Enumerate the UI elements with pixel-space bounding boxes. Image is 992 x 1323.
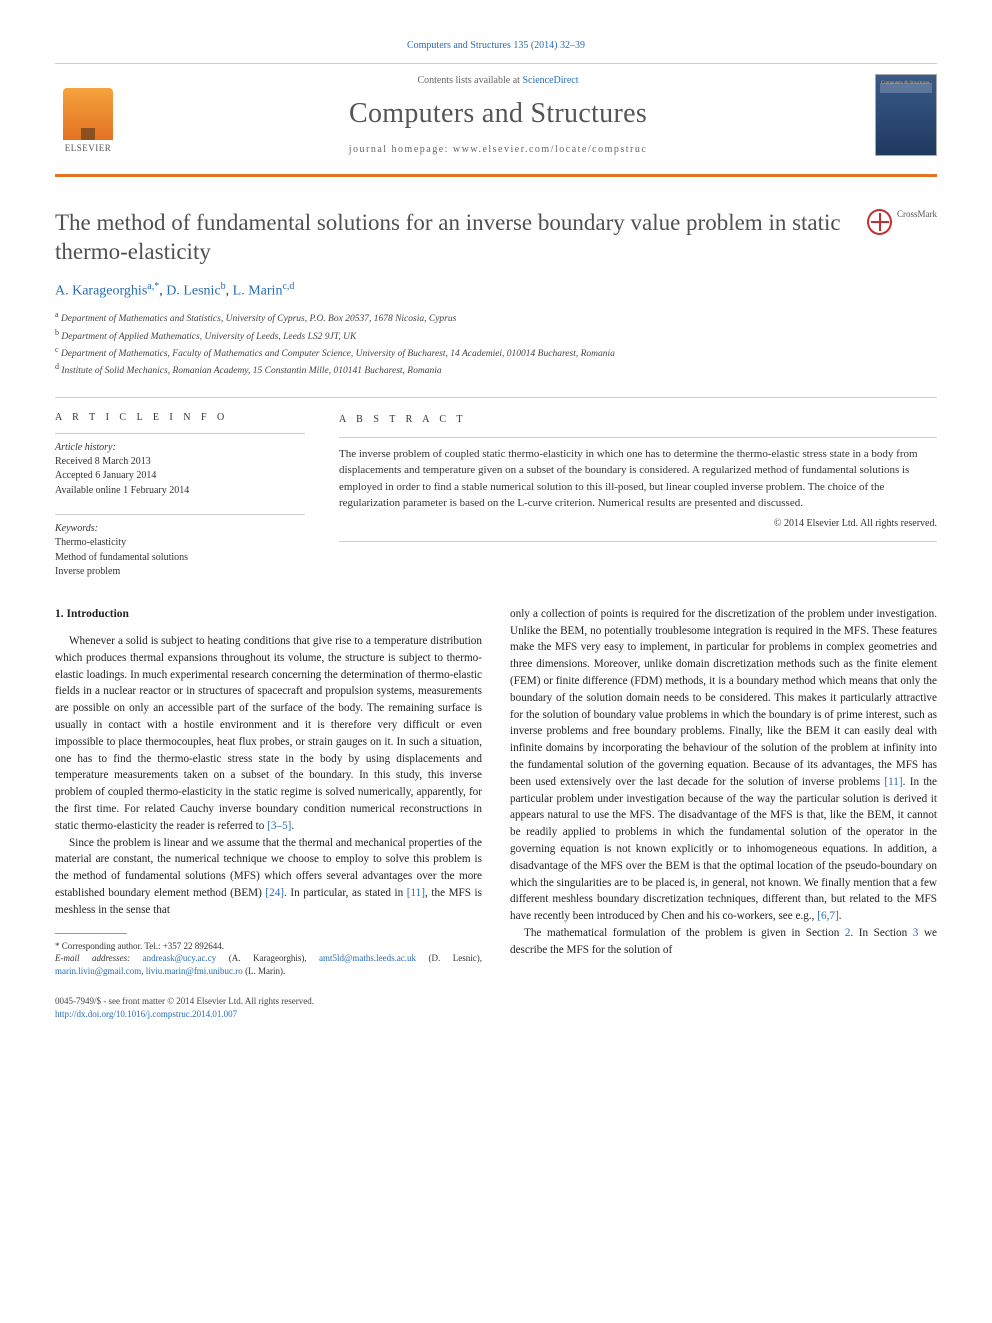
body-two-column: 1. Introduction Whenever a solid is subj… bbox=[55, 606, 937, 978]
col2-p1a: only a collection of points is required … bbox=[510, 608, 937, 788]
contents-available-line: Contents lists available at ScienceDirec… bbox=[139, 75, 857, 86]
cover-label: Computers & Structures bbox=[881, 81, 930, 87]
intro-p1-tail: . bbox=[291, 820, 294, 832]
crossmark-icon bbox=[867, 209, 892, 235]
aff-c-text: Department of Mathematics, Faculty of Ma… bbox=[61, 349, 615, 359]
col2-p1b: . In the particular problem under invest… bbox=[510, 776, 937, 922]
article-info-heading: A R T I C L E I N F O bbox=[55, 412, 305, 423]
ref-11b[interactable]: [11] bbox=[884, 776, 902, 788]
abstract-copyright: © 2014 Elsevier Ltd. All rights reserved… bbox=[339, 516, 937, 531]
keywords-label: Keywords: bbox=[55, 523, 305, 534]
received-date: Received 8 March 2013 bbox=[55, 455, 305, 470]
abstract-column: A B S T R A C T The inverse problem of c… bbox=[339, 412, 937, 580]
email-1[interactable]: andreask@ucy.ac.cy bbox=[143, 953, 217, 963]
aff-d-text: Institute of Solid Mechanics, Romanian A… bbox=[61, 367, 441, 377]
affiliation-b: b Department of Applied Mathematics, Uni… bbox=[55, 327, 937, 344]
crossmark-widget[interactable]: CrossMark bbox=[867, 209, 937, 267]
intro-para-3: The mathematical formulation of the prob… bbox=[510, 925, 937, 959]
affiliation-d: d Institute of Solid Mechanics, Romanian… bbox=[55, 361, 937, 378]
section-1-heading: 1. Introduction bbox=[55, 606, 482, 623]
author-3[interactable]: L. Marin bbox=[233, 283, 283, 298]
col2-p1c: . bbox=[839, 910, 842, 922]
intro-para-1: Whenever a solid is subject to heating c… bbox=[55, 633, 482, 835]
elsevier-tree-icon bbox=[63, 88, 113, 140]
footnotes: * Corresponding author. Tel.: +357 22 89… bbox=[55, 940, 482, 978]
body-column-right: only a collection of points is required … bbox=[510, 606, 937, 978]
journal-cover-thumbnail: Computers & Structures bbox=[875, 74, 937, 156]
ref-24[interactable]: [24] bbox=[265, 887, 284, 899]
article-title: The method of fundamental solutions for … bbox=[55, 209, 847, 267]
intro-p2b: . In particular, as stated in bbox=[284, 887, 407, 899]
keyword-3: Inverse problem bbox=[55, 565, 305, 580]
email-addresses: E-mail addresses: andreask@ucy.ac.cy (A.… bbox=[55, 952, 482, 977]
abstract-text: The inverse problem of coupled static th… bbox=[339, 446, 937, 512]
intro-para-2: Since the problem is linear and we assum… bbox=[55, 835, 482, 919]
homepage-url[interactable]: www.elsevier.com/locate/compstruc bbox=[453, 144, 647, 155]
email-2-who: (D. Lesnic), bbox=[416, 953, 482, 963]
affiliation-a: a Department of Mathematics and Statisti… bbox=[55, 309, 937, 326]
elsevier-logo-text: ELSEVIER bbox=[65, 143, 112, 153]
affiliation-c: c Department of Mathematics, Faculty of … bbox=[55, 344, 937, 361]
aff-b-sup: b bbox=[55, 328, 59, 337]
journal-name: Computers and Structures bbox=[139, 98, 857, 130]
aff-b-text: Department of Applied Mathematics, Unive… bbox=[61, 332, 356, 342]
author-2-sup: b bbox=[221, 281, 226, 292]
accepted-date: Accepted 6 January 2014 bbox=[55, 469, 305, 484]
online-date: Available online 1 February 2014 bbox=[55, 484, 305, 499]
email-3[interactable]: marin.liviu@gmail.com bbox=[55, 966, 141, 976]
aff-c-sup: c bbox=[55, 345, 59, 354]
author-1-sup: a,* bbox=[147, 281, 159, 292]
history-label: Article history: bbox=[55, 442, 305, 453]
divider bbox=[55, 397, 937, 398]
email-4[interactable]: liviu.marin@fmi.unibuc.ro bbox=[146, 966, 243, 976]
header-citation[interactable]: Computers and Structures 135 (2014) 32–3… bbox=[55, 40, 937, 51]
homepage-label: journal homepage: bbox=[349, 144, 453, 155]
intro-para-2-cont: only a collection of points is required … bbox=[510, 606, 937, 925]
contents-prefix: Contents lists available at bbox=[417, 75, 522, 86]
keyword-2: Method of fundamental solutions bbox=[55, 551, 305, 566]
journal-banner: ELSEVIER Contents lists available at Sci… bbox=[55, 63, 937, 177]
aff-a-sup: a bbox=[55, 310, 59, 319]
corresponding-author: * Corresponding author. Tel.: +357 22 89… bbox=[55, 940, 482, 953]
affiliations: a Department of Mathematics and Statisti… bbox=[55, 309, 937, 379]
aff-a-text: Department of Mathematics and Statistics… bbox=[61, 314, 456, 324]
sciencedirect-link[interactable]: ScienceDirect bbox=[522, 75, 578, 86]
article-info-column: A R T I C L E I N F O Article history: R… bbox=[55, 412, 305, 580]
email-1-who: (A. Karageorghis), bbox=[216, 953, 319, 963]
intro-p1-text: Whenever a solid is subject to heating c… bbox=[55, 635, 482, 832]
author-1[interactable]: A. Karageorghis bbox=[55, 283, 147, 298]
keyword-1: Thermo-elasticity bbox=[55, 536, 305, 551]
col2-p2a: The mathematical formulation of the prob… bbox=[524, 927, 845, 939]
email-4-who: (L. Marin). bbox=[243, 966, 286, 976]
abstract-heading: A B S T R A C T bbox=[339, 412, 937, 427]
page-footer: 0045-7949/$ - see front matter © 2014 El… bbox=[55, 995, 937, 1020]
footnote-separator bbox=[55, 933, 127, 934]
info-divider bbox=[55, 433, 305, 434]
elsevier-logo: ELSEVIER bbox=[55, 77, 121, 153]
abstract-bottom-divider bbox=[339, 541, 937, 542]
col2-p2b: . In Section bbox=[850, 927, 912, 939]
author-2[interactable]: D. Lesnic bbox=[166, 283, 220, 298]
doi-link[interactable]: http://dx.doi.org/10.1016/j.compstruc.20… bbox=[55, 1009, 237, 1019]
body-column-left: 1. Introduction Whenever a solid is subj… bbox=[55, 606, 482, 978]
aff-d-sup: d bbox=[55, 362, 59, 371]
author-list: A. Karageorghisa,*, D. Lesnicb, L. Marin… bbox=[55, 281, 937, 300]
email-2[interactable]: amt5ld@maths.leeds.ac.uk bbox=[319, 953, 416, 963]
crossmark-label: CrossMark bbox=[897, 209, 937, 219]
keywords-divider bbox=[55, 514, 305, 515]
ref-6-7[interactable]: [6,7] bbox=[817, 910, 838, 922]
ref-3-5[interactable]: [3–5] bbox=[267, 820, 291, 832]
ref-11a[interactable]: [11] bbox=[407, 887, 425, 899]
email-label: E-mail addresses: bbox=[55, 953, 143, 963]
author-3-sup: c,d bbox=[282, 281, 294, 292]
issn-line: 0045-7949/$ - see front matter © 2014 El… bbox=[55, 995, 937, 1008]
abstract-divider bbox=[339, 437, 937, 438]
journal-homepage-line: journal homepage: www.elsevier.com/locat… bbox=[139, 144, 857, 155]
